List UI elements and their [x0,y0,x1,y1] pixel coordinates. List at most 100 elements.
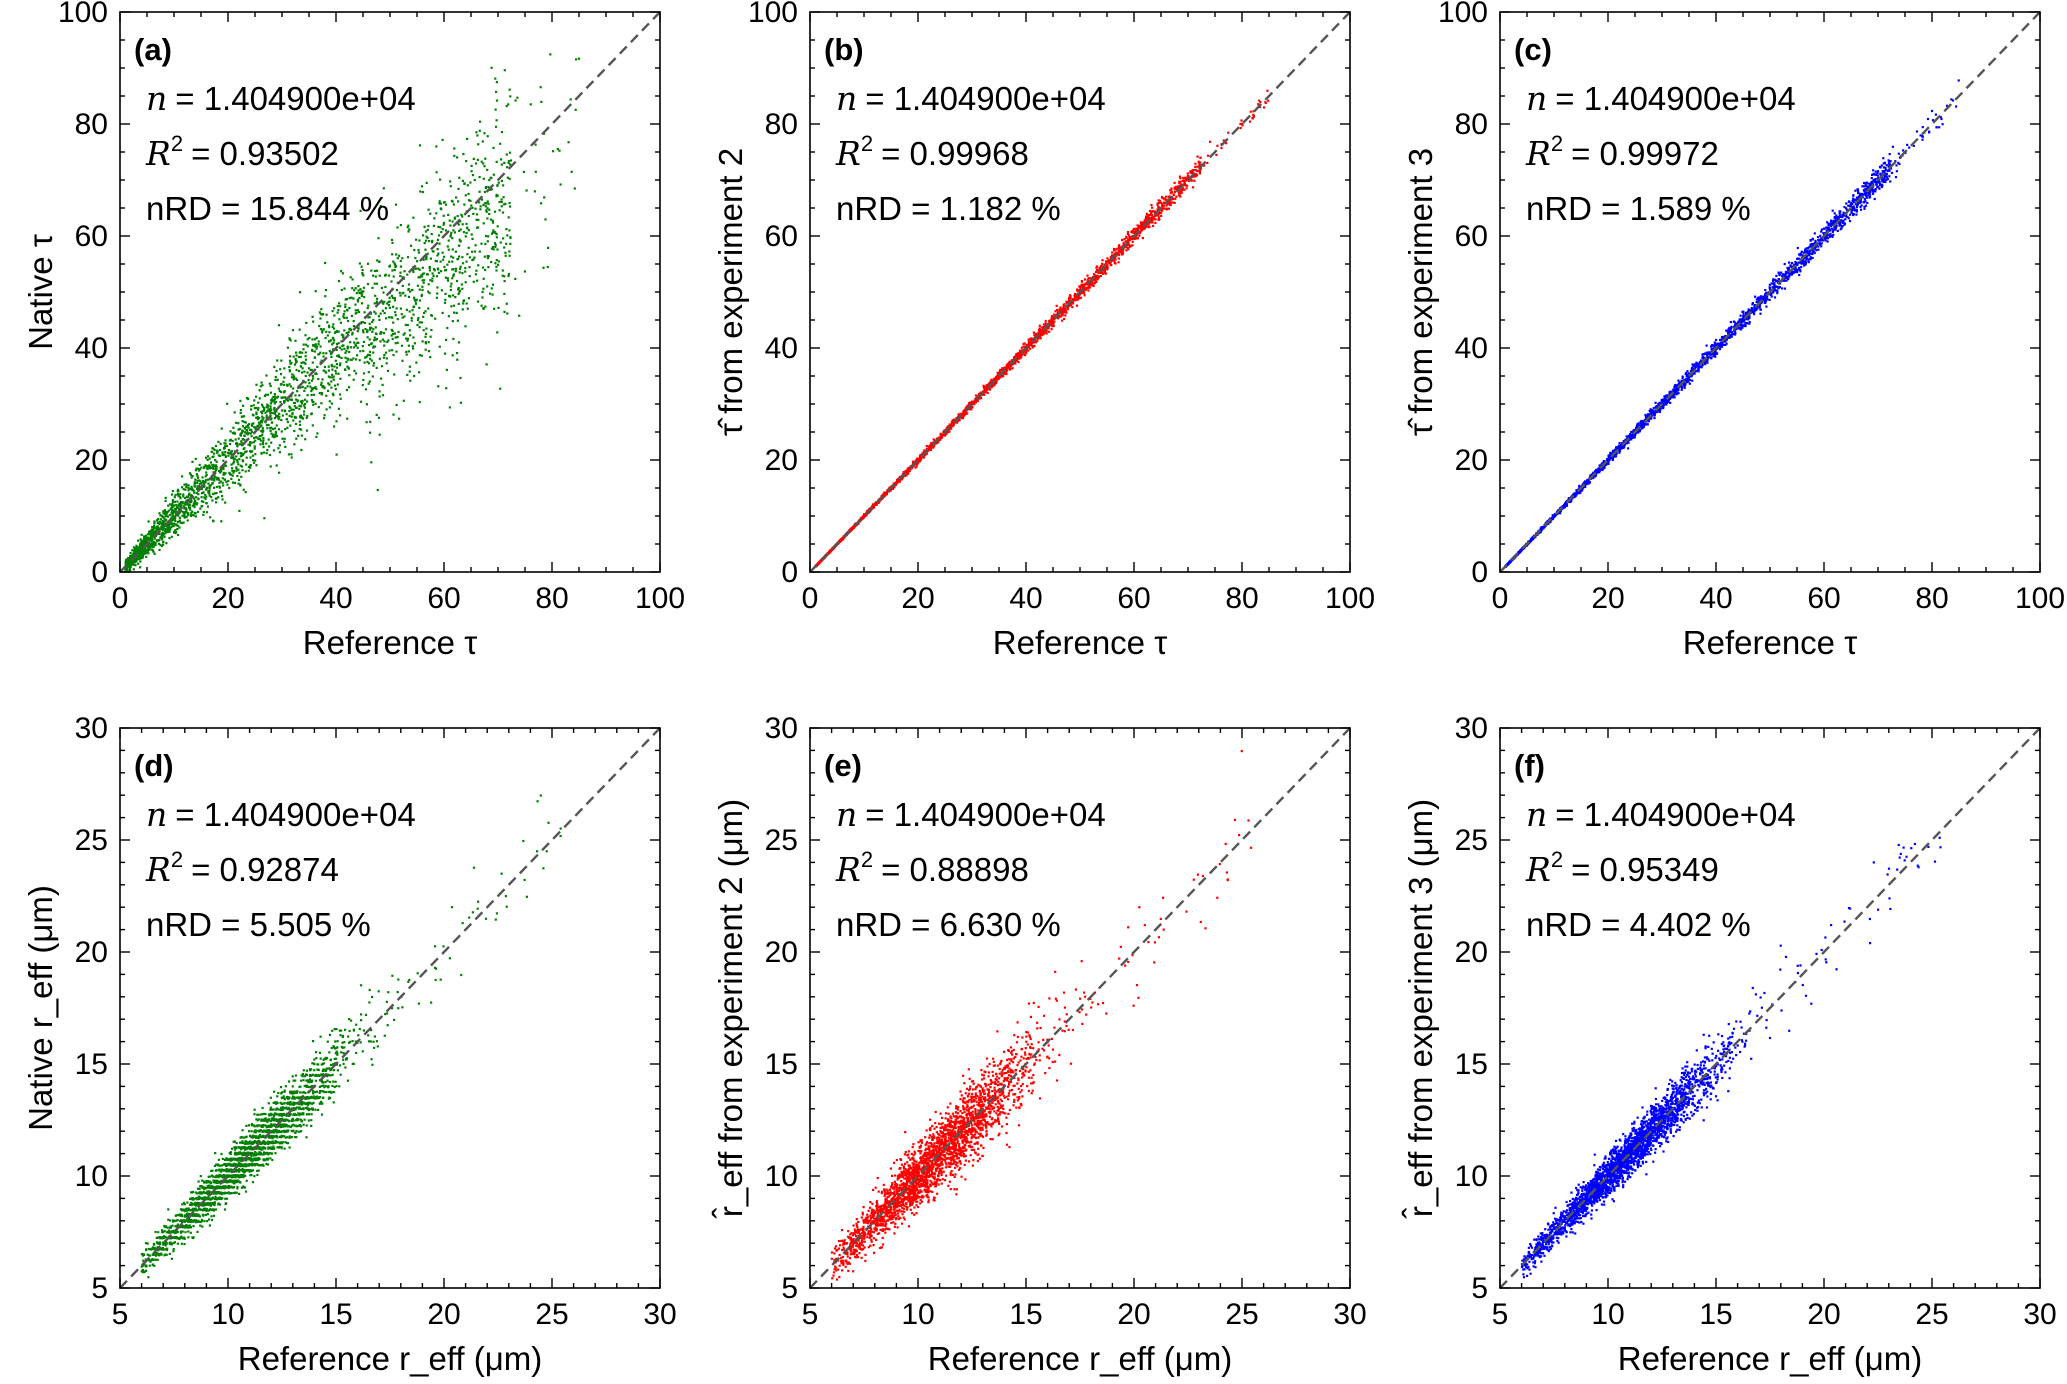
y-tick-label: 10 [75,1160,108,1193]
y-tick-label: 80 [765,108,798,141]
y-tick-label: 5 [1471,1272,1488,1305]
n-annotation: n = 1.404900e+04 [146,79,416,118]
x-axis-title: Reference τ [993,624,1167,661]
one-to-one-line [809,11,1351,573]
r2-value: = 0.93502 [191,135,339,172]
one-to-one-line [119,11,661,573]
x-tick-label: 40 [319,582,352,615]
r2-superscript: 2 [861,131,873,156]
y-tick-label: 60 [75,220,108,253]
n-symbol: n [146,79,167,118]
y-axis-title: r̂_eff from experiment 2 (μm) [711,799,749,1219]
x-tick-label: 60 [1807,582,1840,615]
y-tick-label: 15 [75,1048,108,1081]
n-symbol: n [1526,79,1547,118]
y-tick-label: 25 [1455,824,1488,857]
x-tick-label: 30 [1333,1298,1366,1331]
r2-symbol: R [835,134,861,173]
n-value: = 1.404900e+04 [175,80,415,117]
r2-superscript: 2 [171,847,183,872]
y-tick-label: 10 [765,1160,798,1193]
r2-annotation: R2 = 0.92874 [145,847,339,889]
n-value: = 1.404900e+04 [175,796,415,833]
x-tick-label: 0 [1492,582,1509,615]
panel-label: (b) [824,32,864,67]
plot-frame [119,727,661,1289]
r2-value: = 0.99972 [1571,135,1719,172]
x-tick-label: 15 [1699,1298,1732,1331]
r2-symbol: R [1525,850,1551,889]
y-tick-label: 60 [1455,220,1488,253]
x-tick-label: 20 [1591,582,1624,615]
panel-label: (e) [824,748,862,783]
r2-value: = 0.99968 [881,135,1029,172]
x-tick-label: 20 [427,1298,460,1331]
x-tick-label: 80 [1225,582,1258,615]
r2-annotation: R2 = 0.88898 [835,847,1029,889]
panel-b: 0 20 40 60 80 100 0 20 40 60 80 100 Reference τ τ̂ fr… [712,0,1375,661]
x-tick-label: 0 [802,582,819,615]
panel-d: 5 10 15 20 25 30 5 10 15 20 25 30 Reference r_eff (μ… [22,712,677,1377]
panel-label: (c) [1514,32,1552,67]
y-axis-title: r̂_eff from experiment 3 (μm) [1401,799,1439,1219]
y-tick-label: 5 [91,1272,108,1305]
plot-frame [809,727,1351,1289]
x-tick-label: 5 [112,1298,129,1331]
panel-e: 5 10 15 20 25 30 5 10 15 20 25 30 Reference r_eff (μ… [711,712,1367,1377]
n-annotation: n = 1.404900e+04 [1526,795,1796,834]
x-tick-label: 25 [535,1298,568,1331]
nrd-annotation: nRD = 4.402 % [1526,906,1751,943]
x-tick-label: 100 [2015,582,2065,615]
x-tick-label: 30 [643,1298,676,1331]
y-tick-label: 40 [765,332,798,365]
x-axis-title: Reference τ [303,624,477,661]
y-tick-label: 10 [1455,1160,1488,1193]
scatter-points [830,750,1253,1281]
nrd-annotation: nRD = 5.505 % [146,906,371,943]
r2-symbol: R [145,850,171,889]
y-tick-label: 25 [765,824,798,857]
r2-value: = 0.92874 [191,851,339,888]
y-axis-title: Native τ [22,234,59,350]
n-value: = 1.404900e+04 [865,80,1105,117]
y-axis-title: τ̂ from experiment 3 [1402,148,1439,436]
x-tick-label: 100 [635,582,685,615]
one-to-one-line [809,727,1351,1289]
r2-symbol: R [1525,134,1551,173]
panel-label: (a) [134,32,172,67]
x-tick-label: 60 [1117,582,1150,615]
y-tick-label: 80 [75,108,108,141]
y-tick-label: 40 [75,332,108,365]
x-tick-label: 10 [1591,1298,1624,1331]
r2-value: = 0.88898 [881,851,1029,888]
nrd-annotation: nRD = 15.844 % [146,190,389,227]
y-tick-label: 100 [748,0,798,29]
r2-superscript: 2 [1551,131,1563,156]
y-axis-title: Native r_eff (μm) [22,885,59,1131]
y-tick-label: 5 [781,1272,798,1305]
n-symbol: n [146,795,167,834]
one-to-one-line [1499,11,2041,573]
y-tick-label: 100 [1438,0,1488,29]
x-tick-label: 40 [1009,582,1042,615]
nrd-annotation: nRD = 1.589 % [1526,190,1751,227]
scatter-points [1520,836,1942,1279]
y-tick-label: 30 [1455,712,1488,745]
n-annotation: n = 1.404900e+04 [836,795,1106,834]
x-tick-label: 10 [211,1298,244,1331]
y-tick-label: 20 [75,936,108,969]
n-symbol: n [836,79,857,118]
y-tick-label: 15 [1455,1048,1488,1081]
y-tick-label: 100 [58,0,108,29]
x-tick-label: 20 [1117,1298,1150,1331]
x-tick-label: 80 [535,582,568,615]
plot-frame [1499,727,2041,1289]
x-axis-title: Reference r_eff (μm) [238,1340,543,1377]
x-tick-label: 20 [1807,1298,1840,1331]
one-to-one-line [1499,727,2041,1289]
y-tick-label: 30 [765,712,798,745]
x-tick-label: 25 [1225,1298,1258,1331]
panel-label: (d) [134,748,174,783]
panel-a: 0 20 40 60 80 100 0 20 40 60 80 100 Reference τ Nativ… [22,0,685,661]
